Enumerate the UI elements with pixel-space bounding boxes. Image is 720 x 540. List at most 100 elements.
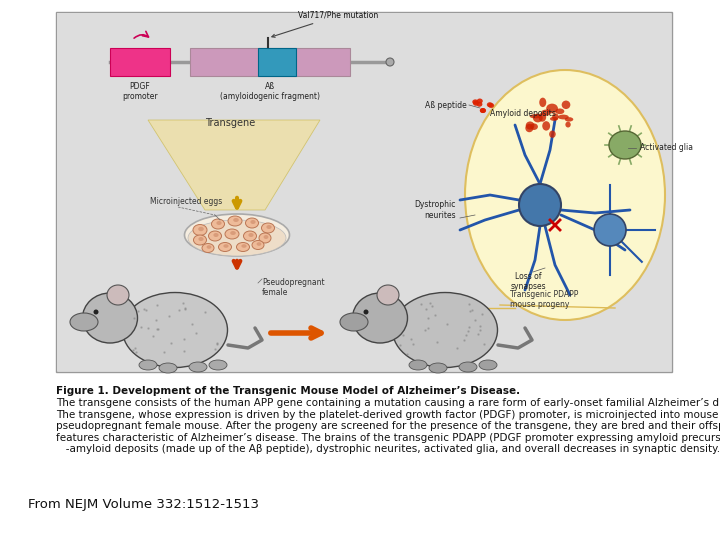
Ellipse shape <box>546 104 558 113</box>
Text: PDGF
promoter: PDGF promoter <box>122 82 158 102</box>
Ellipse shape <box>564 117 573 122</box>
Ellipse shape <box>209 360 227 370</box>
Ellipse shape <box>488 103 494 108</box>
Text: Aß peptide: Aß peptide <box>426 100 467 110</box>
Ellipse shape <box>246 218 258 228</box>
Ellipse shape <box>364 309 369 314</box>
Text: pseudopregnant female mouse. After the progeny are screened for the presence of : pseudopregnant female mouse. After the p… <box>56 421 720 431</box>
Ellipse shape <box>236 242 250 252</box>
Ellipse shape <box>562 100 570 109</box>
Ellipse shape <box>189 362 207 372</box>
Ellipse shape <box>487 102 492 107</box>
Ellipse shape <box>94 309 99 314</box>
Ellipse shape <box>225 229 239 239</box>
Ellipse shape <box>184 214 289 256</box>
Text: Aß
(amyloidogenic fragment): Aß (amyloidogenic fragment) <box>220 82 320 102</box>
Ellipse shape <box>541 110 551 116</box>
Text: Amyloid deposits: Amyloid deposits <box>490 109 556 118</box>
Text: Transgene: Transgene <box>205 118 255 128</box>
Ellipse shape <box>188 220 286 256</box>
Polygon shape <box>148 120 320 210</box>
Ellipse shape <box>539 98 546 107</box>
Ellipse shape <box>465 70 665 320</box>
Ellipse shape <box>230 231 236 235</box>
Ellipse shape <box>202 244 214 253</box>
Ellipse shape <box>248 233 253 237</box>
Ellipse shape <box>251 220 256 224</box>
Bar <box>56 12 672 372</box>
Ellipse shape <box>549 131 556 138</box>
Ellipse shape <box>472 99 478 104</box>
Ellipse shape <box>459 362 477 372</box>
Ellipse shape <box>256 242 261 246</box>
Ellipse shape <box>223 244 229 248</box>
Ellipse shape <box>212 219 225 229</box>
Ellipse shape <box>107 285 129 305</box>
Ellipse shape <box>228 216 242 226</box>
Ellipse shape <box>377 285 399 305</box>
Ellipse shape <box>209 231 222 241</box>
Text: Transgenic PDAPP
mouse progeny: Transgenic PDAPP mouse progeny <box>510 290 578 309</box>
Ellipse shape <box>218 242 232 252</box>
Text: Loss of
synapses: Loss of synapses <box>510 272 546 292</box>
Ellipse shape <box>194 235 207 245</box>
Text: The transgene, whose expression is driven by the platelet-derived growth factor : The transgene, whose expression is drive… <box>56 410 720 420</box>
Ellipse shape <box>550 117 558 121</box>
Ellipse shape <box>533 113 543 123</box>
Text: -amyloid deposits (made up of the Aβ peptide), dystrophic neurites, activated gl: -amyloid deposits (made up of the Aβ pep… <box>56 444 720 455</box>
Ellipse shape <box>122 293 228 368</box>
Bar <box>110 48 170 76</box>
Ellipse shape <box>264 235 269 239</box>
Ellipse shape <box>594 214 626 246</box>
Ellipse shape <box>542 121 550 131</box>
Ellipse shape <box>552 113 559 120</box>
Ellipse shape <box>609 131 641 159</box>
Ellipse shape <box>477 98 483 104</box>
Ellipse shape <box>252 240 264 249</box>
Ellipse shape <box>207 245 212 249</box>
Text: Microinjected eggs: Microinjected eggs <box>150 197 222 206</box>
Ellipse shape <box>70 313 98 331</box>
Ellipse shape <box>526 122 534 130</box>
Ellipse shape <box>558 114 569 119</box>
Ellipse shape <box>473 101 479 106</box>
Ellipse shape <box>139 360 157 370</box>
Ellipse shape <box>530 124 538 130</box>
Text: Val717/Phe mutation: Val717/Phe mutation <box>272 11 378 37</box>
Ellipse shape <box>480 108 486 113</box>
Ellipse shape <box>241 244 246 248</box>
Ellipse shape <box>340 313 368 331</box>
Ellipse shape <box>539 113 546 122</box>
Ellipse shape <box>159 363 177 373</box>
Ellipse shape <box>386 58 394 66</box>
Ellipse shape <box>233 218 239 222</box>
Text: Pseudopregnant
female: Pseudopregnant female <box>262 278 325 298</box>
Ellipse shape <box>530 114 541 118</box>
Text: Dystrophic
neurites: Dystrophic neurites <box>415 200 456 220</box>
Ellipse shape <box>198 227 204 231</box>
Bar <box>57 13 671 371</box>
Ellipse shape <box>261 223 274 233</box>
Ellipse shape <box>83 293 138 343</box>
Ellipse shape <box>565 122 571 127</box>
Ellipse shape <box>479 360 497 370</box>
Ellipse shape <box>480 108 486 113</box>
Text: From NEJM Volume 332:1512-1513: From NEJM Volume 332:1512-1513 <box>28 498 259 511</box>
Ellipse shape <box>193 225 207 235</box>
Ellipse shape <box>259 233 271 243</box>
Bar <box>190 48 350 76</box>
Ellipse shape <box>526 124 534 132</box>
Ellipse shape <box>392 293 498 368</box>
Ellipse shape <box>213 233 219 237</box>
Ellipse shape <box>409 360 427 370</box>
Text: Activated glia: Activated glia <box>640 144 693 152</box>
Ellipse shape <box>477 102 482 107</box>
Ellipse shape <box>217 221 222 225</box>
Ellipse shape <box>429 363 447 373</box>
Text: The transgene consists of the human APP gene containing a mutation causing a rar: The transgene consists of the human APP … <box>56 398 720 408</box>
Ellipse shape <box>353 293 408 343</box>
Ellipse shape <box>519 184 561 226</box>
Ellipse shape <box>266 225 271 229</box>
Ellipse shape <box>199 237 204 241</box>
Bar <box>258 48 296 76</box>
